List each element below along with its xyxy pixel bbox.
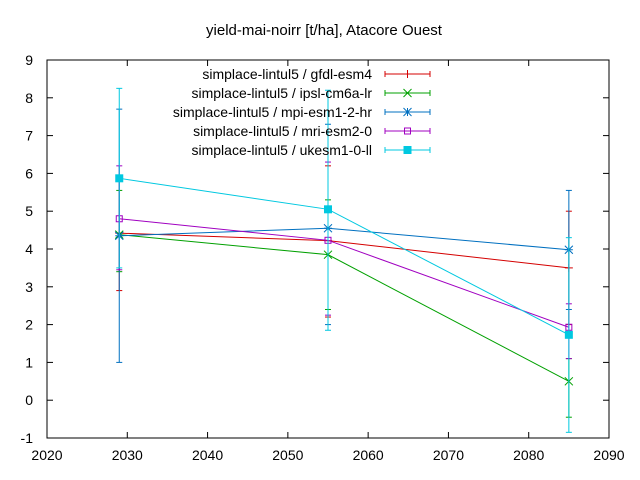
marker-square [564,330,573,339]
legend-marker [403,146,412,154]
y-tick-label: 7 [25,128,33,144]
x-tick-label: 2020 [31,447,62,463]
marker-square [403,146,412,154]
legend-label: simplace-lintul5 / ipsl-cm6a-lr [192,85,373,101]
data-point [564,330,573,339]
data-point [115,174,124,183]
x-tick-label: 2060 [353,447,384,463]
chart-title: yield-mai-noirr [t/ha], Atacore Ouest [206,22,443,39]
legend-label: simplace-lintul5 / mpi-esm1-2-hr [173,104,373,120]
legend-label: simplace-lintul5 / ukesm1-0-ll [191,142,372,158]
marker-square [115,174,124,183]
y-tick-label: 5 [25,203,33,219]
series-layer [114,87,574,433]
legend-marker [403,107,412,117]
y-tick-label: 0 [25,392,33,408]
marker-square [324,205,332,214]
x-tick-label: 2050 [272,447,303,463]
legend-item: simplace-lintul5 / mpi-esm1-2-hr [173,104,431,120]
legend-item: simplace-lintul5 / mri-esm2-0 [193,123,431,139]
legend: simplace-lintul5 / gfdl-esm4 simplace-lin… [173,66,431,158]
y-tick-label: -1 [21,430,34,446]
marker-square [404,127,411,135]
y-tick-label: 1 [25,354,33,370]
legend-item: simplace-lintul5 / ipsl-cm6a-lr [192,85,431,101]
legend-marker [403,88,412,98]
data-point [324,205,332,214]
legend-item: simplace-lintul5 / ukesm1-0-ll [191,142,431,158]
x-tick-label: 2030 [112,447,143,463]
series-line [119,234,570,382]
series-line [119,177,570,336]
series-line [119,218,570,328]
x-tick-label: 2090 [593,447,624,463]
axes: 2020 2030 2040 2050 2060 2070 2080 2090 -1 0 1 2 3 4 5… [21,52,625,463]
legend-label: simplace-lintul5 / mri-esm2-0 [193,123,372,139]
x-tick-label: 2070 [433,447,464,463]
legend-label: simplace-lintul5 / gfdl-esm4 [202,66,372,82]
y-tick-label: 2 [25,317,33,333]
legend-marker [403,70,412,78]
y-tick-label: 8 [25,90,33,106]
x-tick-label: 2040 [192,447,223,463]
y-tick-label: 9 [25,52,33,68]
marker-stroke [403,107,412,117]
y-tick-label: 4 [25,241,33,257]
y-tick-label: 3 [25,279,33,295]
y-tick-label: 6 [25,165,33,181]
x-tick-label: 2080 [513,447,544,463]
legend-marker [404,127,411,135]
series-5 [115,87,573,433]
marker-stroke [403,88,412,98]
legend-item: simplace-lintul5 / gfdl-esm4 [202,66,431,82]
